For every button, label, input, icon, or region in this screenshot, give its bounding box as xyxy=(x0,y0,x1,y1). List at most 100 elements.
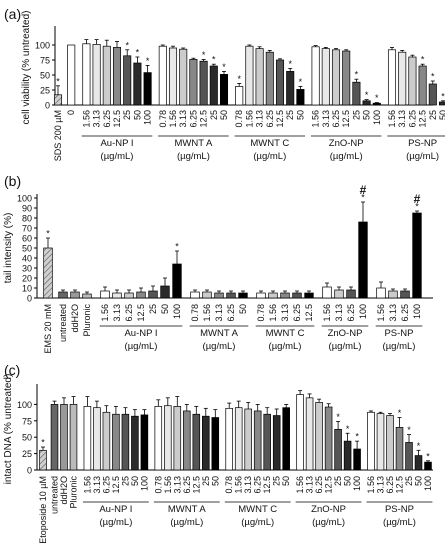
y-tick-label: 0 xyxy=(27,294,32,304)
bar-29 xyxy=(324,406,333,471)
x-tick-label: 0.78 xyxy=(256,304,266,322)
x-tick-label: 25 xyxy=(122,110,132,120)
bar-18 xyxy=(211,417,220,471)
bar-9 xyxy=(148,290,158,299)
x-tick-label: 3.13 xyxy=(388,304,398,322)
x-tick-label: 1.56 xyxy=(82,476,92,494)
bar-11 xyxy=(168,47,178,106)
x-tick-label: 50 xyxy=(362,110,372,120)
y-tick-label: 10 xyxy=(22,284,32,294)
significance-star: * xyxy=(355,432,359,442)
significance-star: * xyxy=(431,72,435,82)
y-tick-label: 25 xyxy=(40,86,50,96)
x-tick-label: 12.5 xyxy=(275,110,285,128)
bar-24 xyxy=(272,415,281,471)
x-tick-label: 3.13 xyxy=(305,476,315,494)
bar-37 xyxy=(405,442,413,471)
bar-2 xyxy=(58,291,68,299)
x-tick-label: untreated xyxy=(58,304,68,342)
bar-32 xyxy=(398,51,407,106)
x-tick-label: 50 xyxy=(210,476,220,486)
x-tick-label: 1.56 xyxy=(234,476,244,494)
bar-7 xyxy=(124,292,134,299)
bar-14 xyxy=(214,292,224,299)
group-unit: (µg/mL) xyxy=(177,151,210,162)
bar-10 xyxy=(160,285,170,299)
y-tick-label: 70 xyxy=(22,224,32,234)
y-tick-label: 60 xyxy=(22,234,32,244)
bar-6 xyxy=(112,47,122,106)
bar-27 xyxy=(342,50,351,106)
x-tick-label: 1.56 xyxy=(81,110,91,128)
x-tick-label: 12.5 xyxy=(341,110,351,128)
x-tick-label: 0 xyxy=(66,110,76,115)
x-tick-label: 1.56 xyxy=(322,304,332,322)
x-tick-label: 25 xyxy=(120,476,130,486)
bar-13 xyxy=(164,405,172,471)
bar-13 xyxy=(189,59,198,106)
bar-35 xyxy=(386,415,394,471)
x-tick-label: 25 xyxy=(201,476,211,486)
group-label: ZnO-NP xyxy=(311,504,346,515)
x-tick-label: 50 xyxy=(130,476,140,486)
x-tick-label: ddH2O xyxy=(59,476,69,505)
x-tick-label: 50 xyxy=(343,476,353,486)
x-tick-label: 6.25 xyxy=(102,110,112,128)
significance-star: * xyxy=(136,48,140,58)
group-unit: (µg/mL) xyxy=(312,517,345,528)
y-axis-label: tail intensity (%) xyxy=(3,213,14,284)
bar-28 xyxy=(315,402,323,471)
x-tick-label: 0.78 xyxy=(234,110,244,128)
bar-24 xyxy=(346,289,356,299)
bar-12 xyxy=(190,291,200,299)
bar-17 xyxy=(202,415,210,471)
group-label: Au-NP I xyxy=(124,328,157,339)
y-axis-label: cell viability (% untreated) xyxy=(21,11,32,125)
x-tick-label: 100 xyxy=(143,110,153,125)
bar-9 xyxy=(143,72,152,106)
bar-21 xyxy=(244,408,252,471)
group-unit: (µg/mL) xyxy=(203,341,236,352)
y-tick-label: 50 xyxy=(22,244,32,254)
y-tick-label: 100 xyxy=(17,194,32,204)
x-tick-label: 6.25 xyxy=(253,476,263,494)
bar-7 xyxy=(123,55,132,106)
bar-35 xyxy=(428,83,437,106)
bar-23 xyxy=(263,413,271,471)
x-tick-label: 3.13 xyxy=(243,476,253,494)
x-tick-label: 3.13 xyxy=(376,476,386,494)
bar-13 xyxy=(202,291,212,299)
group-unit: (µg/mL) xyxy=(406,151,439,162)
bar-1 xyxy=(43,247,53,299)
x-tick-label: 6.25 xyxy=(124,304,134,322)
bar-3 xyxy=(82,43,91,106)
bar-30 xyxy=(334,428,342,471)
x-tick-label: 50 xyxy=(160,304,170,314)
significance-star: * xyxy=(175,242,179,252)
bar-32 xyxy=(353,448,361,471)
bar-14 xyxy=(199,60,208,106)
group-unit: (µg/mL) xyxy=(101,151,134,162)
group-unit: (µg/mL) xyxy=(269,341,302,352)
x-tick-label: 3.13 xyxy=(92,110,102,128)
bar-27 xyxy=(388,290,398,299)
bar-5 xyxy=(100,290,110,299)
x-tick-label: 3.13 xyxy=(397,110,407,128)
x-tick-label: 1.56 xyxy=(168,110,178,128)
x-tick-label: 100 xyxy=(372,110,382,125)
y-tick-label: 100 xyxy=(17,400,32,410)
x-tick-label: Etoposide 10 µM xyxy=(38,476,48,544)
y-tick-label: 50 xyxy=(22,433,32,443)
x-tick-label: Pluronic xyxy=(69,476,79,509)
group-label: MWNT A xyxy=(168,504,206,515)
group-label: ZnO-NP xyxy=(329,138,364,149)
x-tick-label: EMS 20 mM xyxy=(43,304,53,354)
bar-38 xyxy=(414,455,423,471)
x-tick-label: 12.5 xyxy=(304,304,314,322)
panel-letter: (a) xyxy=(4,6,21,22)
y-axis-label: intact DNA (% untreated) xyxy=(3,374,14,485)
bar-33 xyxy=(408,56,417,106)
x-tick-label: 0.78 xyxy=(153,476,163,494)
bar-17 xyxy=(235,86,244,106)
